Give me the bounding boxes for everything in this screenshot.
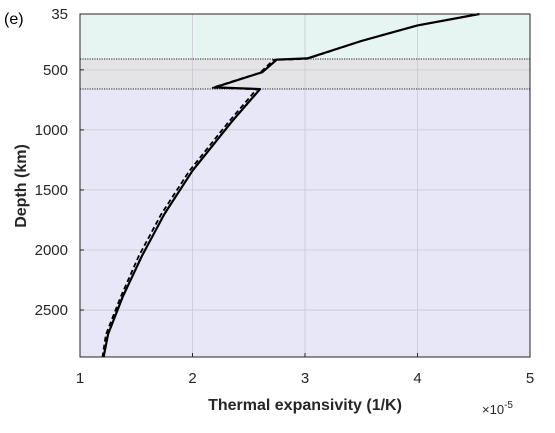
y-tick-label-4: 2000 <box>35 242 68 259</box>
y-tick-label-5: 2500 <box>35 302 68 319</box>
series-lines <box>101 12 480 358</box>
y-axis-label: Depth (km) <box>13 144 30 228</box>
grid-lines <box>80 14 530 357</box>
x-axis-label: Thermal expansivity (1/K) <box>208 397 402 414</box>
x-exponent-label: ×10-5 <box>482 400 513 417</box>
x-tick-label-1: 2 <box>188 370 196 387</box>
x-tick-label-3: 4 <box>413 370 421 387</box>
y-tick-label-2: 1000 <box>35 122 68 139</box>
y-tick-label-3: 1500 <box>35 182 68 199</box>
y-tick-label-1: 500 <box>43 62 68 79</box>
x-tick-label-4: 5 <box>526 370 534 387</box>
panel-label: (e) <box>4 11 24 28</box>
y-ticks: 35 500 1000 1500 2000 2500 <box>35 6 84 319</box>
x-ticks: 1 2 3 4 5 <box>76 353 534 387</box>
boundary-lines <box>80 58 530 90</box>
x-tick-label-0: 1 <box>76 370 84 387</box>
y-tick-label-0: 35 <box>51 6 68 23</box>
x-tick-label-2: 3 <box>301 370 309 387</box>
series-line-1 <box>101 13 480 358</box>
